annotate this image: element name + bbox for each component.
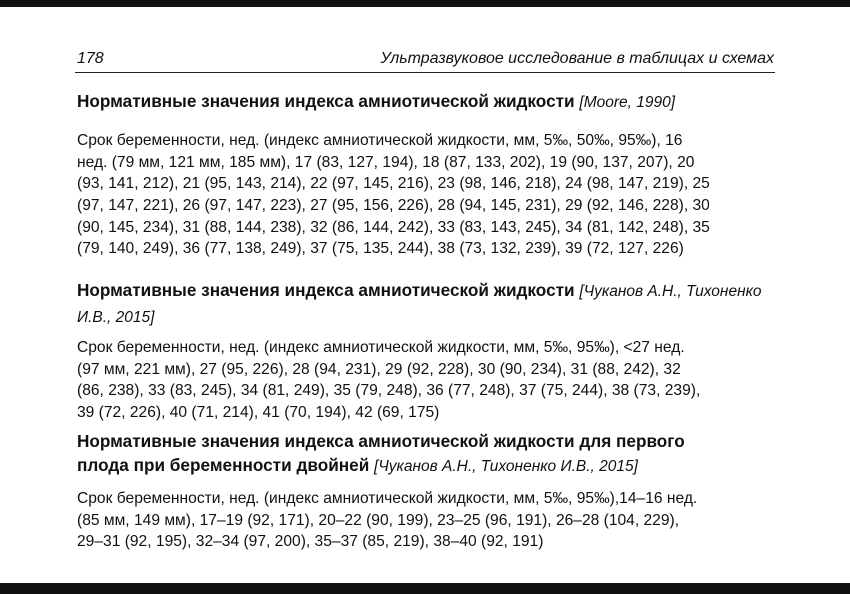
section-text: Срок беременности, нед. (индекс амниотич…: [77, 488, 797, 553]
text-line: (97, 147, 221), 26 (97, 147, 223), 27 (9…: [77, 197, 710, 215]
text-line: (85 мм, 149 мм), 17–19 (92, 171), 20–22 …: [77, 511, 680, 529]
text-line: (79, 140, 249), 36 (77, 138, 249), 37 (7…: [77, 240, 684, 258]
text-line: (93, 141, 212), 21 (95, 143, 214), 22 (9…: [77, 175, 710, 193]
text-line: (97 мм, 221 мм), 27 (95, 226), 28 (94, 2…: [77, 360, 681, 378]
text-line: 39 (72, 226), 40 (71, 214), 41 (70, 194)…: [77, 404, 440, 422]
section-text: Срок беременности, нед. (индекс амниотич…: [77, 130, 797, 260]
top-border: [0, 0, 850, 7]
section-title: Нормативные значения индекса амниотическ…: [77, 89, 797, 115]
reference: [Чуканов А.Н., Тихоненко И.В., 2015]: [77, 283, 762, 326]
text-line: (90, 145, 234), 31 (88, 144, 238), 32 (8…: [77, 218, 710, 236]
section-title: Нормативные значения индекса амниотическ…: [77, 429, 797, 479]
section-title: Нормативные значения индекса амниотическ…: [77, 278, 797, 330]
text-line: Срок беременности, нед. (индекс амниотич…: [77, 132, 683, 149]
section-twins: Нормативные значения индекса амниотическ…: [77, 429, 797, 553]
text-line: Срок беременности, нед. (индекс амниотич…: [77, 490, 698, 507]
running-title: Ультразвуковое исследование в таблицах и…: [380, 50, 774, 67]
section-moore: Нормативные значения индекса амниотическ…: [77, 89, 797, 260]
title-text: плода при беременности двойней: [77, 455, 370, 475]
text-line: 29–31 (92, 195), 32–34 (97, 200), 35–37 …: [77, 533, 544, 551]
section-text: Срок беременности, нед. (индекс амниотич…: [77, 337, 797, 424]
text-line: Срок беременности, нед. (индекс амниотич…: [77, 339, 685, 356]
title-text: Нормативные значения индекса амниотическ…: [77, 91, 575, 111]
title-text: Нормативные значения индекса амниотическ…: [77, 280, 575, 300]
title-text: Нормативные значения индекса амниотическ…: [77, 431, 685, 451]
text-line: (86, 238), 33 (83, 245), 34 (81, 249), 3…: [77, 382, 701, 400]
text-line: нед. (79 мм, 121 мм, 185 мм), 17 (83, 12…: [77, 153, 695, 171]
reference: [Чуканов А.Н., Тихоненко И.В., 2015]: [374, 458, 638, 475]
page-number: 178: [77, 50, 104, 67]
section-chukanov: Нормативные значения индекса амниотическ…: [77, 278, 797, 424]
reference: [Moore, 1990]: [579, 94, 676, 111]
header-rule: [75, 72, 775, 73]
bottom-border: [0, 583, 850, 594]
